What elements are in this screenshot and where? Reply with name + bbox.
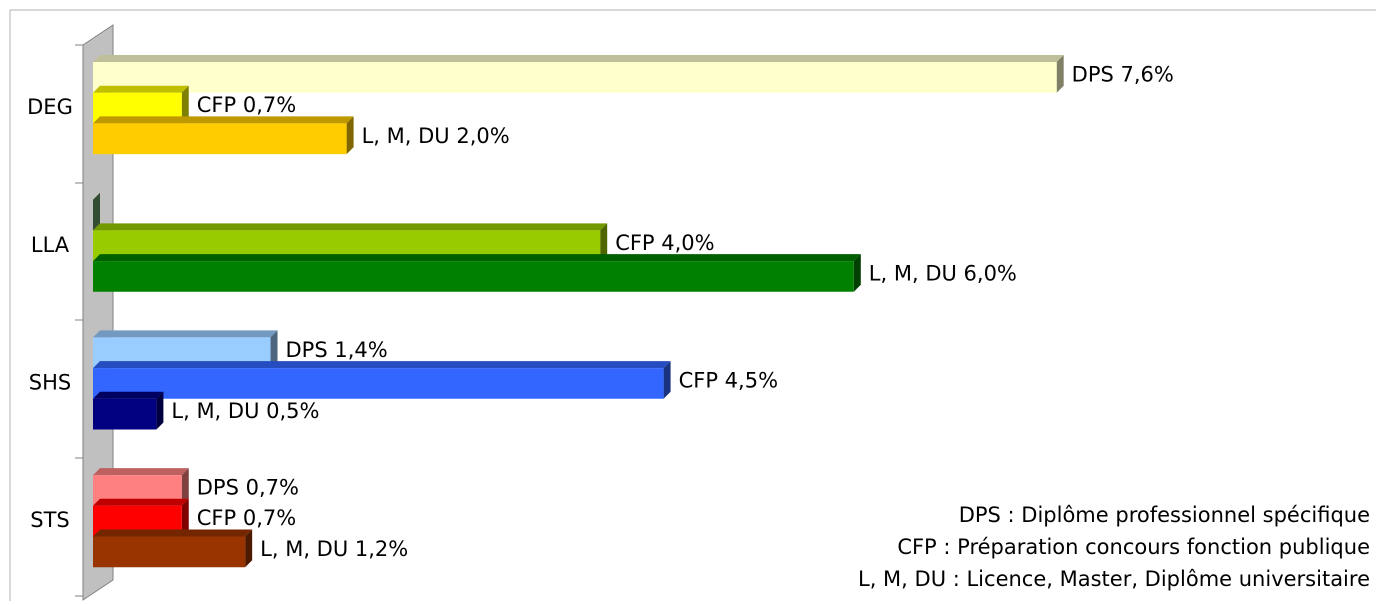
bar-side <box>93 192 100 231</box>
bar-side <box>156 391 164 430</box>
bar <box>93 223 608 262</box>
bar <box>93 85 189 124</box>
bar <box>93 254 861 292</box>
bar-top <box>93 116 354 124</box>
bar-top <box>93 361 671 369</box>
bar-side <box>181 498 189 537</box>
bar <box>93 468 189 506</box>
chart-border <box>9 9 1376 601</box>
category-label: SHS <box>29 370 71 394</box>
bar-front <box>93 92 182 124</box>
annotation: DPS : Diplôme professionnel spécifique <box>959 503 1370 527</box>
bar <box>93 330 278 369</box>
bar-front <box>93 261 854 292</box>
bar-top <box>93 468 189 476</box>
bar-side <box>600 223 608 262</box>
bar-front <box>93 230 601 262</box>
bar-side <box>181 85 189 124</box>
bar-top <box>93 55 1064 62</box>
data-label: DPS 1,4% <box>286 338 388 362</box>
axis-wall <box>82 24 114 601</box>
data-label: L, M, DU 0,5% <box>171 399 319 423</box>
bar-top <box>93 330 278 338</box>
bar-front <box>93 505 182 537</box>
data-label: L, M, DU 6,0% <box>869 261 1017 285</box>
bar <box>93 55 1064 93</box>
annotation: CFP : Préparation concours fonction publ… <box>897 535 1370 559</box>
bar <box>93 498 189 537</box>
data-label: L, M, DU 1,2% <box>260 537 408 561</box>
bar-side <box>346 116 354 155</box>
data-label: CFP 0,7% <box>197 506 296 530</box>
category-label: DEG <box>27 95 73 119</box>
bar-side <box>181 468 189 506</box>
bar-front <box>93 475 182 506</box>
bar-top <box>93 529 253 537</box>
annotation: L, M, DU : Licence, Master, Diplôme univ… <box>858 567 1370 591</box>
bar-side <box>853 254 861 292</box>
axis-ticks <box>75 44 83 597</box>
category-label: STS <box>30 508 70 532</box>
category-label: LLA <box>31 233 70 257</box>
bar-top <box>93 254 861 262</box>
data-label: DPS 0,7% <box>197 475 299 499</box>
bar-front <box>93 368 664 399</box>
bar-top <box>93 498 189 506</box>
bar-front <box>93 398 157 430</box>
bar-front <box>93 62 1057 93</box>
bar <box>93 192 100 231</box>
data-label: CFP 0,7% <box>197 93 296 117</box>
bar-front <box>93 337 271 369</box>
bar-front <box>93 536 246 568</box>
bar-side <box>270 330 278 369</box>
data-label: L, M, DU 2,0% <box>362 124 510 148</box>
bar <box>93 116 354 155</box>
bar-front <box>93 123 347 155</box>
bar-side <box>663 361 671 399</box>
bar <box>93 529 253 568</box>
bar <box>93 361 671 399</box>
data-label: CFP 4,0% <box>615 231 714 255</box>
data-label: CFP 4,5% <box>679 368 778 392</box>
bar-top <box>93 85 189 93</box>
bar-side <box>1056 55 1064 93</box>
bar-side <box>245 529 253 568</box>
data-label: DPS 7,6% <box>1072 62 1174 86</box>
bar-top <box>93 391 164 399</box>
bar <box>93 391 164 430</box>
bar-top <box>93 223 608 231</box>
